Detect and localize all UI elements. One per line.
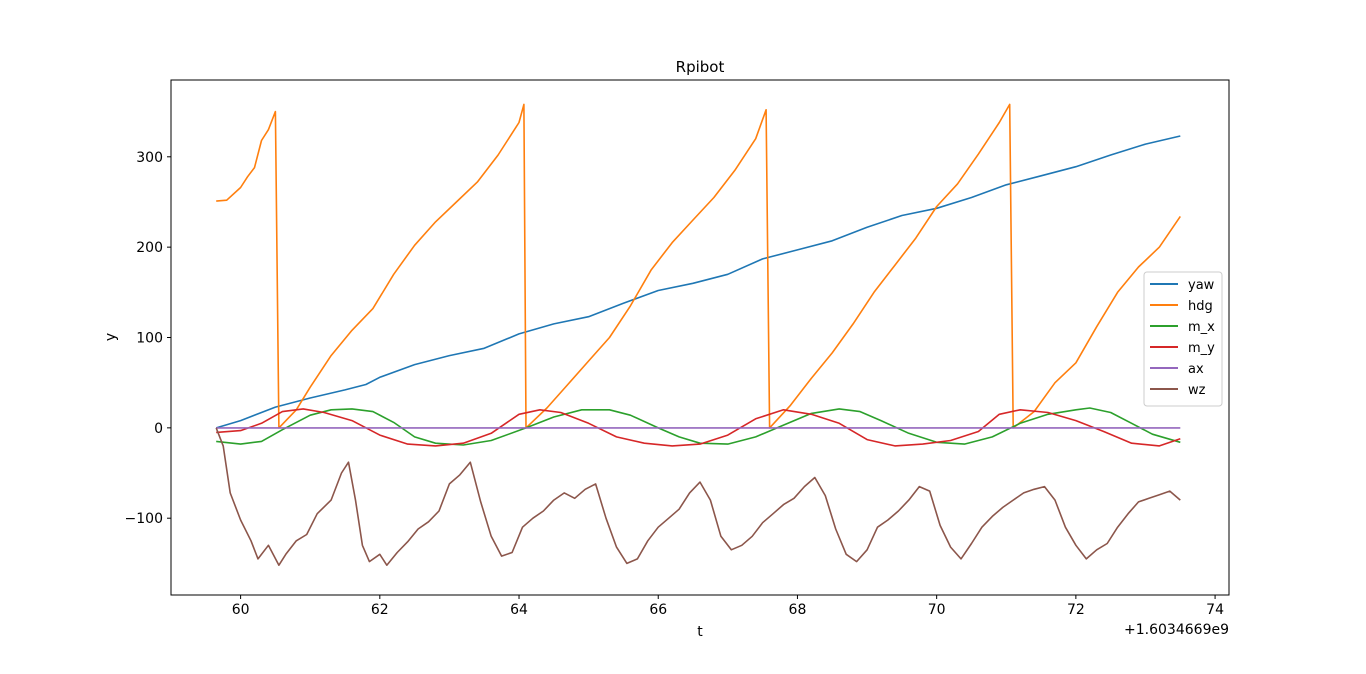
y-tick-label: 0 xyxy=(154,421,163,437)
y-tick-label: 300 xyxy=(136,150,163,166)
legend-label-ax: ax xyxy=(1188,362,1204,377)
series-line-wz xyxy=(215,427,1181,566)
x-tick-label: 68 xyxy=(789,602,807,618)
x-tick-label: 72 xyxy=(1067,602,1085,618)
legend: yaw hdg m_x m_yax wz xyxy=(1143,271,1223,407)
x-offset-label: +1.6034669e9 xyxy=(1124,622,1229,638)
legend-label-m_y: m_y xyxy=(1188,341,1215,356)
y-tick-label: 100 xyxy=(136,331,163,347)
legend-label-yaw: yaw xyxy=(1188,278,1215,293)
x-tick-label: 66 xyxy=(649,602,667,618)
x-tick-label: 70 xyxy=(928,602,946,618)
series-line-m_x xyxy=(216,407,1181,446)
x-tick-label: 62 xyxy=(371,602,389,618)
series-line-yaw xyxy=(215,135,1181,429)
legend-label-hdg: hdg xyxy=(1188,299,1213,314)
legend-label-wz: wz xyxy=(1188,383,1206,398)
x-axis-label: t xyxy=(697,624,703,640)
series-line-m_y xyxy=(216,408,1181,447)
y-tick-label: 200 xyxy=(136,240,163,256)
y-tick-label: −100 xyxy=(125,511,163,527)
chart-title: Rpibot xyxy=(676,58,725,76)
legend-label-m_x: m_x xyxy=(1188,320,1215,335)
series-layer xyxy=(215,103,1181,566)
x-tick-label: 74 xyxy=(1206,602,1224,618)
series-line-hdg xyxy=(216,103,1181,429)
y-axis: −100 0 100 200 300 xyxy=(125,150,171,527)
x-axis: 60 62 64 66 68 70 72 74 xyxy=(232,595,1224,618)
x-tick-label: 64 xyxy=(510,602,528,618)
y-axis-label: y xyxy=(103,333,119,341)
plot-frame xyxy=(170,79,1230,596)
x-tick-label: 60 xyxy=(232,602,250,618)
